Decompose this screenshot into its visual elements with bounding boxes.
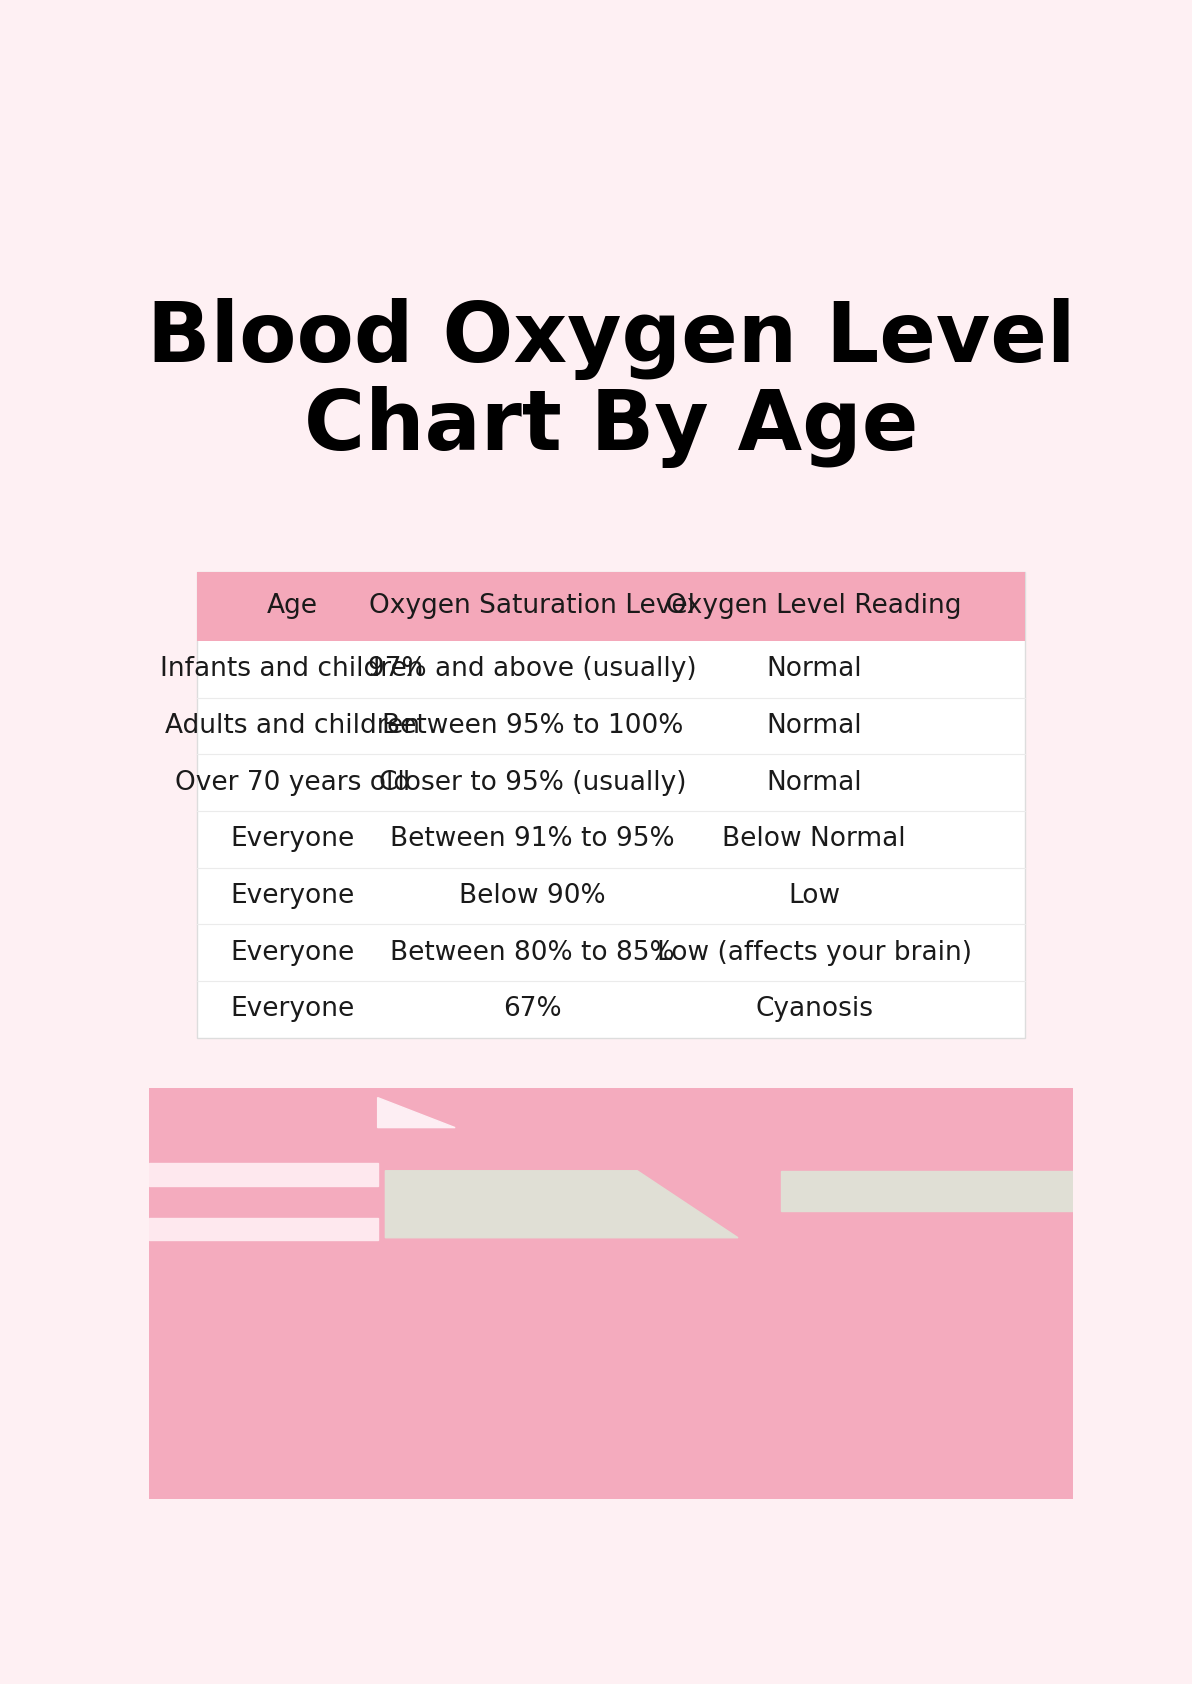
Text: 97% and above (usually): 97% and above (usually) — [368, 657, 696, 682]
Text: Over 70 years old: Over 70 years old — [174, 770, 410, 795]
Text: Low (affects your brain): Low (affects your brain) — [657, 940, 971, 965]
Text: Below 90%: Below 90% — [459, 882, 606, 909]
Text: Normal: Normal — [766, 657, 862, 682]
Text: Adults and children: Adults and children — [164, 712, 420, 739]
Bar — [149, 1088, 1073, 1499]
Text: Oxygen Saturation Level: Oxygen Saturation Level — [370, 593, 695, 620]
Polygon shape — [149, 1164, 378, 1186]
Polygon shape — [781, 1170, 1073, 1211]
Text: Blood Oxygen Level
Chart By Age: Blood Oxygen Level Chart By Age — [147, 298, 1075, 468]
Text: Cyanosis: Cyanosis — [756, 997, 873, 1022]
Polygon shape — [378, 1098, 455, 1128]
Text: Age: Age — [267, 593, 318, 620]
Polygon shape — [385, 1170, 738, 1238]
Text: Closer to 95% (usually): Closer to 95% (usually) — [379, 770, 687, 795]
Text: 67%: 67% — [503, 997, 561, 1022]
Polygon shape — [149, 1098, 1073, 1499]
Bar — [197, 571, 1025, 1037]
Text: Infants and children: Infants and children — [161, 657, 424, 682]
Text: Everyone: Everyone — [230, 940, 354, 965]
Text: Everyone: Everyone — [230, 827, 354, 852]
Text: Between 91% to 95%: Between 91% to 95% — [390, 827, 675, 852]
Bar — [197, 571, 1025, 642]
Text: Oxygen Level Reading: Oxygen Level Reading — [666, 593, 962, 620]
Text: Between 80% to 85%: Between 80% to 85% — [390, 940, 675, 965]
Text: Normal: Normal — [766, 770, 862, 795]
Text: Everyone: Everyone — [230, 882, 354, 909]
Text: Low: Low — [788, 882, 840, 909]
Text: Normal: Normal — [766, 712, 862, 739]
Text: Between 95% to 100%: Between 95% to 100% — [381, 712, 683, 739]
Polygon shape — [149, 1219, 378, 1239]
Text: Below Normal: Below Normal — [722, 827, 906, 852]
Text: Everyone: Everyone — [230, 997, 354, 1022]
